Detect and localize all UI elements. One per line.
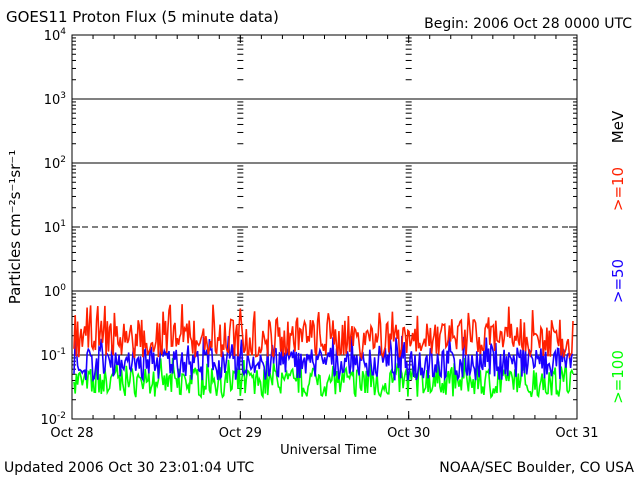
- x-axis-label: Universal Time: [280, 443, 377, 458]
- series-line-1: [73, 335, 574, 383]
- legend-item-10mev: >=10: [609, 166, 627, 212]
- x-tick-label: Oct 30: [387, 426, 430, 441]
- updated-time: Updated 2006 Oct 30 23:01:04 UTC: [4, 460, 255, 476]
- y-tick-label: 100: [44, 283, 67, 300]
- x-tick-label: Oct 28: [50, 426, 93, 441]
- x-tick-label: Oct 31: [555, 426, 598, 441]
- y-tick-label: 103: [44, 91, 66, 108]
- x-tick-label: Oct 29: [219, 426, 262, 441]
- y-tick-label: 102: [44, 155, 66, 172]
- chart-title: GOES11 Proton Flux (5 minute data): [6, 8, 279, 26]
- y-tick-label: 10-2: [40, 411, 66, 428]
- begin-time: Begin: 2006 Oct 28 0000 UTC: [424, 16, 632, 32]
- y-tick-label: 10-1: [40, 347, 66, 364]
- y-axis-label: Particles cm⁻²s⁻¹sr⁻¹: [6, 150, 24, 304]
- legend-unit: MeV: [609, 110, 627, 144]
- series-line-0: [73, 304, 574, 361]
- y-tick-label: 101: [44, 219, 66, 236]
- y-tick-label: 104: [44, 27, 67, 44]
- credit-text: NOAA/SEC Boulder, CO USA: [439, 460, 634, 476]
- series-line-2: [73, 357, 574, 400]
- legend-item-100mev: >=100: [609, 350, 627, 404]
- legend-item-50mev: >=50: [609, 258, 627, 304]
